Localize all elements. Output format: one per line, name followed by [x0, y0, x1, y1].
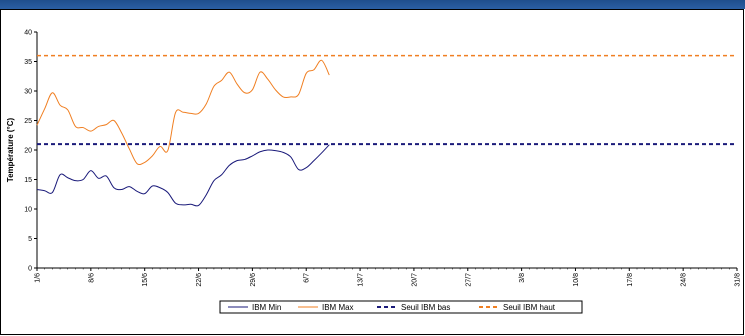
x-tick-label: 29/6: [250, 273, 257, 287]
x-tick-label: 24/8: [681, 273, 688, 287]
x-tick-label: 1/6: [35, 273, 42, 283]
x-tick-label: 20/7: [411, 273, 418, 287]
series-line-0: [36, 144, 330, 207]
y-tick-label: 5: [28, 236, 32, 243]
x-tick-label: 6/7: [304, 273, 311, 283]
x-tick-label: 13/7: [358, 273, 365, 287]
x-tick-label: 31/8: [735, 273, 742, 287]
legend-label-0: IBM Min: [252, 303, 281, 312]
y-tick-label: 30: [24, 89, 32, 96]
chart-series: [36, 54, 737, 207]
y-tick-label: 35: [24, 59, 32, 66]
y-axis-title: Température (°C): [6, 117, 15, 182]
y-tick-label: 15: [24, 177, 32, 184]
x-tick-label: 27/7: [465, 273, 472, 287]
series-line-1: [36, 59, 330, 166]
y-tick-label: 25: [24, 118, 32, 125]
legend-label-1: IBM Max: [322, 303, 354, 312]
legend-label-3: Seuil IBM haut: [503, 303, 556, 312]
legend-box: [219, 300, 583, 314]
x-tick-label: 22/6: [196, 273, 203, 287]
x-tick-label: 10/8: [573, 273, 580, 287]
x-tick-label: 8/6: [88, 273, 95, 283]
chart-axes: 0 5 10 15 20 25 30 35 40 1/6 8/6 15/6 22/6 29/6 6/7 13/…: [6, 30, 742, 287]
y-tick-label: 40: [24, 30, 32, 37]
x-tick-label: 15/6: [142, 273, 149, 287]
x-tick-label: 3/8: [519, 273, 526, 283]
y-tick-label: 10: [24, 207, 32, 214]
y-tick-label: 20: [24, 148, 32, 155]
chart-legend: IBM Min IBM Max Seuil IBM bas Seuil IBM hau…: [219, 300, 583, 314]
y-tick-label: 0: [28, 266, 32, 273]
window-title-bar: [0, 0, 745, 9]
legend-label-2: Seuil IBM bas: [401, 303, 450, 312]
chart-area: [0, 9, 744, 335]
x-tick-label: 17/8: [627, 273, 634, 287]
